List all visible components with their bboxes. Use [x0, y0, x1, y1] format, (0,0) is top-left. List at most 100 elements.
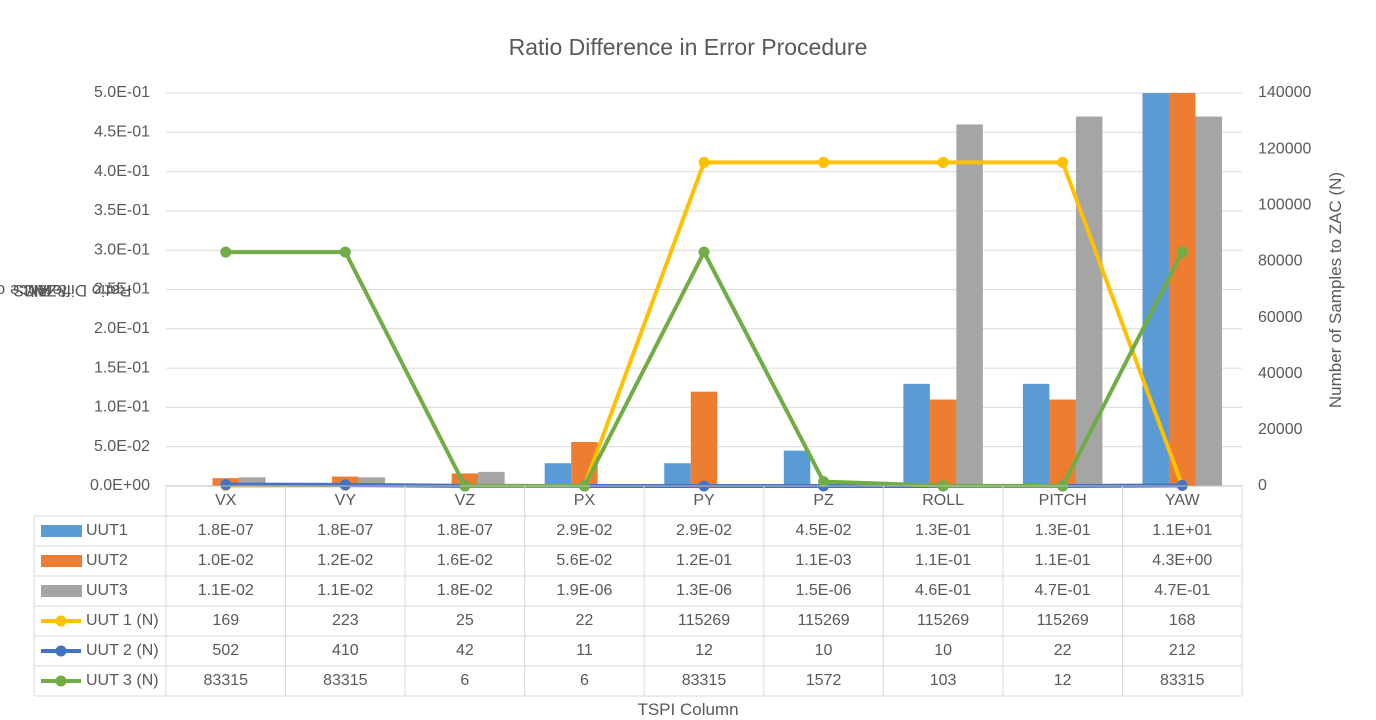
table-cell: 6: [580, 672, 589, 689]
y-tick-label: 3.5E-01: [94, 202, 150, 219]
table-cell: 25: [456, 612, 474, 629]
bar-uut1: [783, 450, 811, 486]
table-cell: 103: [930, 672, 957, 689]
line-point: [1176, 479, 1188, 491]
table-cell: 4.7E-01: [1035, 582, 1091, 599]
y2-tick-label: 60000: [1258, 309, 1303, 326]
line-point: [1057, 156, 1069, 168]
x-tick-label: PZ: [813, 492, 834, 509]
legend-swatch-uut1: [41, 525, 82, 537]
x-tick-label: PY: [693, 492, 715, 509]
line-point: [220, 479, 232, 491]
line-point: [698, 246, 710, 258]
table-cell: 11: [576, 642, 593, 659]
bar-uut2: [1168, 93, 1196, 486]
legend-label: UUT 3 (N): [86, 672, 159, 689]
table-cell: 1.1E-03: [796, 552, 852, 569]
table-cell: 6: [460, 672, 469, 689]
table-cell: 83315: [204, 672, 249, 689]
bar-uut3: [956, 124, 983, 486]
table-cell: 1.2E-01: [676, 552, 732, 569]
bar-uut2: [929, 399, 957, 486]
line-point: [698, 156, 710, 168]
line-point: [937, 156, 949, 168]
table-cell: 10: [815, 642, 833, 659]
table-cell: 1.8E-02: [437, 582, 493, 599]
table-cell: 1.3E-01: [1035, 522, 1091, 539]
table-cell: 169: [212, 612, 239, 629]
x-tick-label: VZ: [455, 492, 476, 509]
line-point: [339, 246, 351, 258]
legend-label: UUT 2 (N): [86, 642, 159, 659]
table-cell: 1.1E-02: [198, 582, 254, 599]
table-cell: 1.1E-01: [1035, 552, 1091, 569]
table-cell: 2.9E-02: [676, 522, 732, 539]
x-tick-label: PITCH: [1039, 492, 1087, 509]
bar-uut1: [903, 383, 930, 486]
table-cell: 1.3E-01: [915, 522, 971, 539]
legend-label: UUT3: [86, 582, 128, 599]
legend-marker: [55, 675, 67, 687]
table-cell: 22: [1054, 642, 1072, 659]
chart-canvas: 0.0E+00 5.0E-02 1.0E-01 1.5E-01 2.0E-01 2.5E-…: [33, 84, 1311, 697]
chart-title: Ratio Difference in Error Procedure: [508, 34, 868, 60]
line-point: [220, 246, 232, 258]
table-cell: 5.6E-02: [556, 552, 612, 569]
table-cell: 1.1E-01: [915, 552, 971, 569]
bar-uut3: [1195, 116, 1222, 486]
table-cell: 1.8E-07: [437, 522, 493, 539]
table-cell: 4.3E+00: [1152, 552, 1212, 569]
bar-uut3: [239, 477, 266, 486]
table-cell: 168: [1169, 612, 1196, 629]
bar-uut3: [1075, 116, 1103, 486]
table-cell: 1.8E-07: [198, 522, 254, 539]
legend-label: UUT 1 (N): [86, 612, 159, 629]
table-cell: 115269: [917, 612, 969, 629]
x-tick-label: ROLL: [922, 492, 964, 509]
table-cell: 12: [695, 642, 713, 659]
y-tick-label: 0.0E+00: [90, 477, 150, 494]
table-cell: 115269: [678, 612, 730, 629]
y-tick-label: 5.0E-02: [94, 438, 150, 455]
table-cell: 115269: [797, 612, 849, 629]
table-cell: 4.6E-01: [915, 582, 971, 599]
table-cell: 223: [332, 612, 359, 629]
y-tick-label: 4.5E-01: [94, 124, 150, 141]
table-cell: 1572: [806, 672, 842, 689]
x-tick-label: VX: [215, 492, 237, 509]
line-point: [1176, 246, 1188, 258]
legend-marker: [55, 645, 67, 657]
table-cell: 115269: [1037, 612, 1089, 629]
legend-label: UUT2: [86, 552, 128, 569]
table-cell: 1.8E-07: [317, 522, 373, 539]
table-cell: 83315: [1160, 672, 1205, 689]
legend-swatch-uut2: [41, 555, 82, 567]
bar-uut2: [690, 391, 718, 486]
legend-label: UUT1: [86, 522, 128, 539]
y2-tick-label: 120000: [1258, 140, 1311, 157]
y-tick-label: 2.5E-01: [94, 281, 150, 298]
table-cell: 10: [934, 642, 952, 659]
y-tick-label: 1.0E-01: [94, 399, 150, 416]
y-tick-label: 3.0E-01: [94, 241, 150, 258]
x-tick-label: YAW: [1165, 492, 1201, 509]
table-cell: 212: [1169, 642, 1196, 659]
table-cell: 4.5E-02: [796, 522, 852, 539]
y2-tick-label: 100000: [1258, 197, 1311, 214]
y2-tick-label: 40000: [1258, 365, 1303, 382]
table-cell: 1.2E-02: [317, 552, 373, 569]
y2-tick-label: 80000: [1258, 253, 1303, 270]
table-cell: 1.9E-06: [556, 582, 612, 599]
table-cell: 22: [576, 612, 594, 629]
table-cell: 42: [456, 642, 474, 659]
table-cell: 2.9E-02: [556, 522, 612, 539]
table-cell: 1.5E-06: [796, 582, 852, 599]
x-tick-label: PX: [574, 492, 596, 509]
y-tick-label: 4.0E-01: [94, 163, 150, 180]
table-cell: 1.6E-02: [437, 552, 493, 569]
line-point: [818, 156, 830, 168]
y-tick-label: 5.0E-01: [94, 84, 150, 101]
bar-uut1: [1022, 383, 1050, 486]
line-point: [339, 479, 351, 491]
x-axis-label: TSPI Column: [637, 700, 739, 719]
